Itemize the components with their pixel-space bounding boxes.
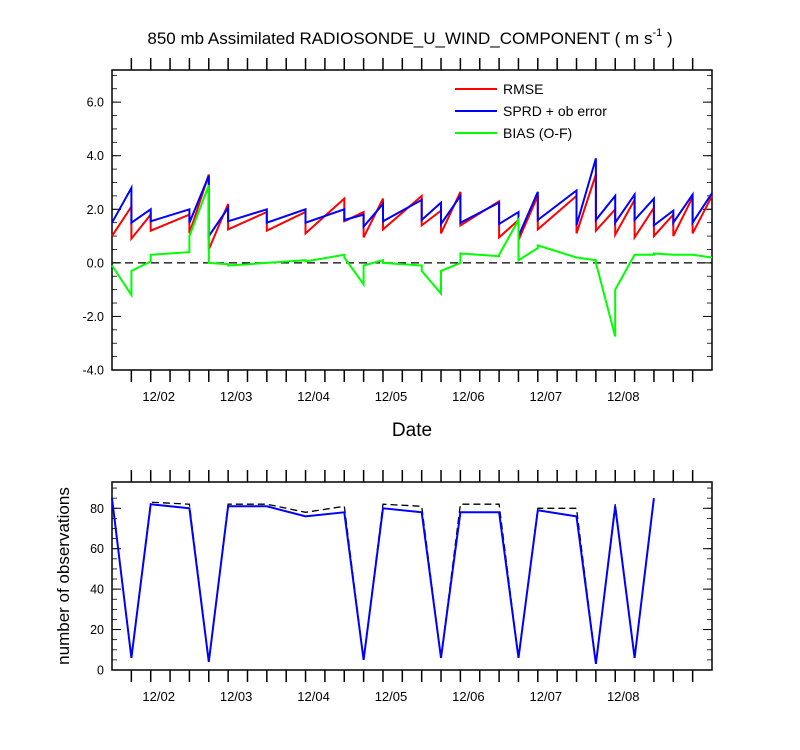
x-tick-label: 12/08 xyxy=(607,689,640,704)
y-tick-label: 60 xyxy=(90,542,104,556)
x-tick-label: 12/02 xyxy=(142,689,175,704)
top-series-group xyxy=(111,158,713,337)
series-line-bias-o-f xyxy=(111,184,713,337)
y-axis-label-observations: number of observations xyxy=(54,487,73,665)
top-y-tick-labels: -4.0 -2.0 0.0 2.0 4.0 6.0 xyxy=(82,96,104,378)
x-tick-label: 12/07 xyxy=(530,389,563,404)
bottom-x-tick-labels: 12/02 12/03 12/04 12/05 12/06 12/07 12/08 xyxy=(142,689,639,704)
y-tick-label: -4.0 xyxy=(82,364,104,378)
top-x-tick-labels: 12/02 12/03 12/04 12/05 12/06 12/07 12/08 xyxy=(142,389,639,404)
legend-label-sprd: SPRD + ob error xyxy=(503,103,607,119)
legend-label-bias: BIAS (O-F) xyxy=(503,125,572,141)
y-tick-label: 20 xyxy=(90,623,104,637)
top-plot-frame xyxy=(111,69,713,371)
series-line-assimilated xyxy=(111,498,655,665)
top-plot-ticks xyxy=(112,58,712,382)
x-tick-label: 12/07 xyxy=(530,689,563,704)
y-tick-label: -2.0 xyxy=(82,310,104,324)
y-tick-label: 6.0 xyxy=(87,96,104,110)
y-tick-label: 2.0 xyxy=(87,203,104,217)
x-tick-label: 12/03 xyxy=(220,689,253,704)
series-line-possible xyxy=(111,498,655,664)
bottom-series-group xyxy=(111,498,655,665)
bottom-plot-ticks xyxy=(112,470,712,682)
x-tick-label: 12/05 xyxy=(375,389,408,404)
bottom-y-tick-labels: 0 20 40 60 80 xyxy=(90,502,104,678)
x-axis-label: Date xyxy=(392,420,432,441)
x-tick-label: 12/04 xyxy=(297,689,330,704)
y-tick-label: 40 xyxy=(90,583,104,597)
y-tick-label: 4.0 xyxy=(87,149,104,163)
x-tick-label: 12/08 xyxy=(607,389,640,404)
bottom-plot-frame xyxy=(111,481,713,671)
y-tick-label: 0 xyxy=(97,664,104,678)
x-tick-label: 12/04 xyxy=(297,389,330,404)
y-tick-label: 80 xyxy=(90,502,104,516)
legend: RMSE SPRD + ob error BIAS (O-F) xyxy=(455,81,607,141)
chart-title: 850 mb Assimilated RADIOSONDE_U_WIND_COM… xyxy=(147,27,672,48)
x-tick-label: 12/03 xyxy=(220,389,253,404)
x-tick-label: 12/06 xyxy=(452,389,485,404)
x-tick-label: 12/05 xyxy=(375,689,408,704)
y-tick-label: 0.0 xyxy=(87,256,104,270)
x-tick-label: 12/02 xyxy=(142,389,175,404)
x-tick-label: 12/06 xyxy=(452,689,485,704)
legend-label-rmse: RMSE xyxy=(503,81,543,97)
